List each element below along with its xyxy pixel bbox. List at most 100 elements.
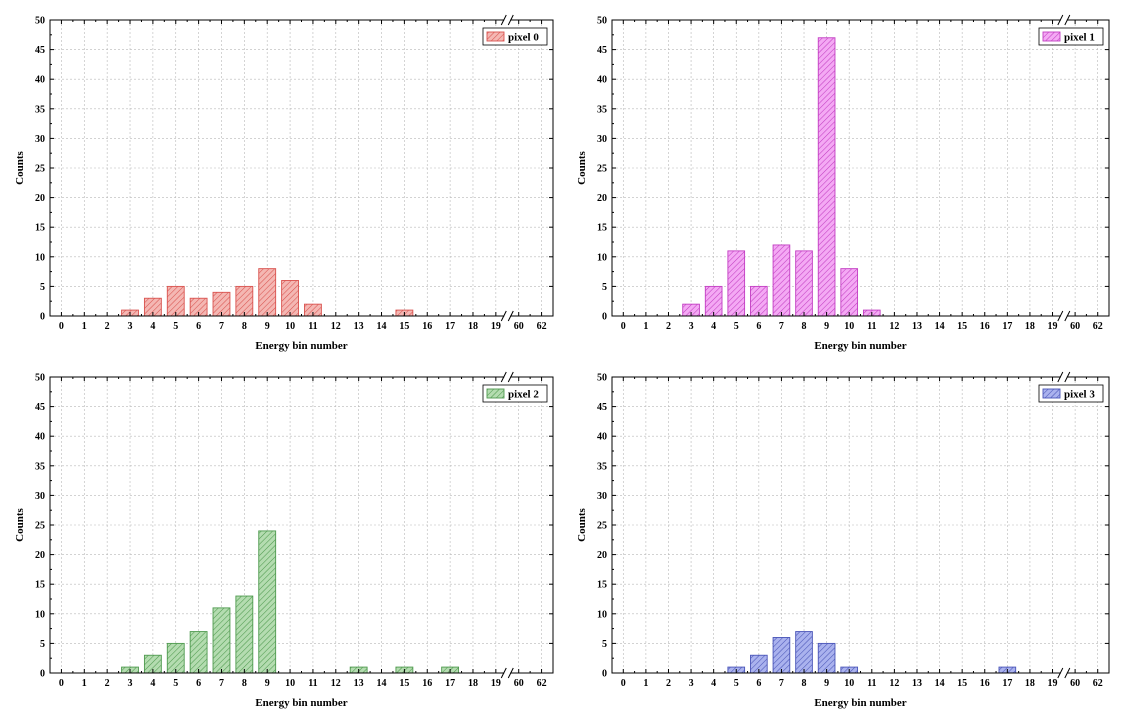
axis-break-gap: [504, 668, 511, 678]
legend-swatch: [486, 388, 505, 399]
x-tick-label: 16: [422, 321, 432, 332]
y-tick-label: 10: [597, 252, 607, 263]
x-tick-label: 62: [537, 678, 547, 689]
y-tick-label: 0: [40, 669, 45, 680]
y-tick-label: 30: [35, 491, 45, 502]
y-tick-label: 45: [35, 402, 45, 413]
y-tick-label: 30: [597, 134, 607, 145]
x-tick-label: 14: [377, 678, 387, 689]
x-axis-title: Energy bin number: [814, 697, 906, 709]
x-tick-label: 19: [1048, 321, 1058, 332]
y-tick-label: 50: [35, 373, 45, 384]
x-tick-label: 19: [491, 321, 501, 332]
x-tick-label: 15: [399, 321, 409, 332]
y-tick-label: 45: [597, 45, 607, 56]
y-tick-label: 45: [35, 45, 45, 56]
x-tick-label: 14: [935, 678, 945, 689]
legend-swatch: [1042, 388, 1061, 399]
x-tick-label: 62: [1093, 678, 1103, 689]
x-tick-label: 17: [1002, 678, 1012, 689]
y-tick-label: 10: [597, 609, 607, 620]
x-tick-label: 0: [621, 678, 626, 689]
y-tick-label: 10: [35, 252, 45, 263]
x-tick-label: 5: [173, 678, 178, 689]
x-tick-label: 9: [824, 321, 829, 332]
y-tick-label: 30: [597, 491, 607, 502]
bar: [750, 285, 768, 317]
axis-break-mark: [1064, 310, 1071, 322]
x-tick-label: 17: [445, 321, 455, 332]
y-tick-label: 40: [597, 432, 607, 443]
x-tick-label: 14: [377, 321, 387, 332]
x-tick-label: 7: [219, 321, 224, 332]
x-tick-label: 8: [802, 321, 807, 332]
x-tick-label: 15: [957, 321, 967, 332]
x-tick-label: 0: [59, 678, 64, 689]
x-tick-label: 6: [196, 678, 201, 689]
plot-frame: [49, 19, 554, 317]
x-axis-title: Energy bin number: [814, 340, 906, 352]
y-tick-label: 5: [602, 639, 607, 650]
x-tick-label: 10: [285, 678, 295, 689]
x-tick-label: 16: [422, 678, 432, 689]
axis-break-mark: [507, 14, 514, 26]
bar: [166, 285, 185, 317]
x-tick-label: 60: [514, 321, 524, 332]
y-tick-label: 50: [597, 373, 607, 384]
x-tick-label: 11: [867, 321, 876, 332]
x-tick-label: 4: [711, 321, 716, 332]
axis-break-gap: [1060, 15, 1067, 25]
y-tick-label: 5: [602, 282, 607, 293]
axis-break-mark: [1064, 371, 1071, 383]
x-tick-label: 17: [1002, 321, 1012, 332]
legend-label: pixel 2: [508, 389, 539, 401]
x-tick-label: 62: [1093, 321, 1103, 332]
y-axis-title: Counts: [14, 150, 26, 184]
legend-label: pixel 3: [1064, 389, 1095, 401]
bar: [235, 285, 254, 317]
y-tick-label: 20: [597, 193, 607, 204]
x-tick-label: 19: [1048, 678, 1058, 689]
y-tick-label: 0: [602, 669, 607, 680]
x-tick-label: 6: [196, 321, 201, 332]
y-tick-label: 35: [597, 461, 607, 472]
axis-break-gap: [1060, 668, 1067, 678]
bar: [840, 268, 859, 317]
axis-break-gap: [1060, 311, 1067, 321]
bar: [817, 37, 836, 317]
y-tick-label: 0: [602, 312, 607, 323]
x-tick-label: 9: [824, 678, 829, 689]
y-tick-label: 15: [597, 580, 607, 591]
x-tick-label: 8: [242, 321, 247, 332]
y-tick-label: 40: [35, 75, 45, 86]
x-tick-label: 60: [514, 678, 524, 689]
x-tick-label: 8: [802, 678, 807, 689]
x-tick-label: 13: [354, 321, 364, 332]
axis-break-gap: [504, 372, 511, 382]
axis-break-mark: [1064, 14, 1071, 26]
axis-break-mark: [1057, 310, 1064, 322]
x-tick-label: 11: [867, 678, 876, 689]
y-tick-label: 25: [35, 164, 45, 175]
y-axis-title: Counts: [576, 507, 588, 541]
bar: [772, 637, 791, 674]
x-tick-label: 11: [308, 321, 317, 332]
x-tick-label: 8: [242, 678, 247, 689]
y-tick-label: 30: [35, 134, 45, 145]
x-tick-label: 2: [666, 321, 671, 332]
x-tick-label: 3: [689, 321, 694, 332]
y-axis-title: Counts: [14, 507, 26, 541]
x-tick-label: 12: [331, 678, 341, 689]
x-tick-label: 4: [711, 678, 716, 689]
x-tick-label: 4: [150, 321, 155, 332]
axis-break-mark: [500, 14, 507, 26]
y-tick-label: 5: [40, 282, 45, 293]
x-tick-label: 18: [468, 321, 478, 332]
bar: [166, 642, 185, 674]
x-tick-label: 2: [105, 678, 110, 689]
x-tick-label: 11: [308, 678, 317, 689]
